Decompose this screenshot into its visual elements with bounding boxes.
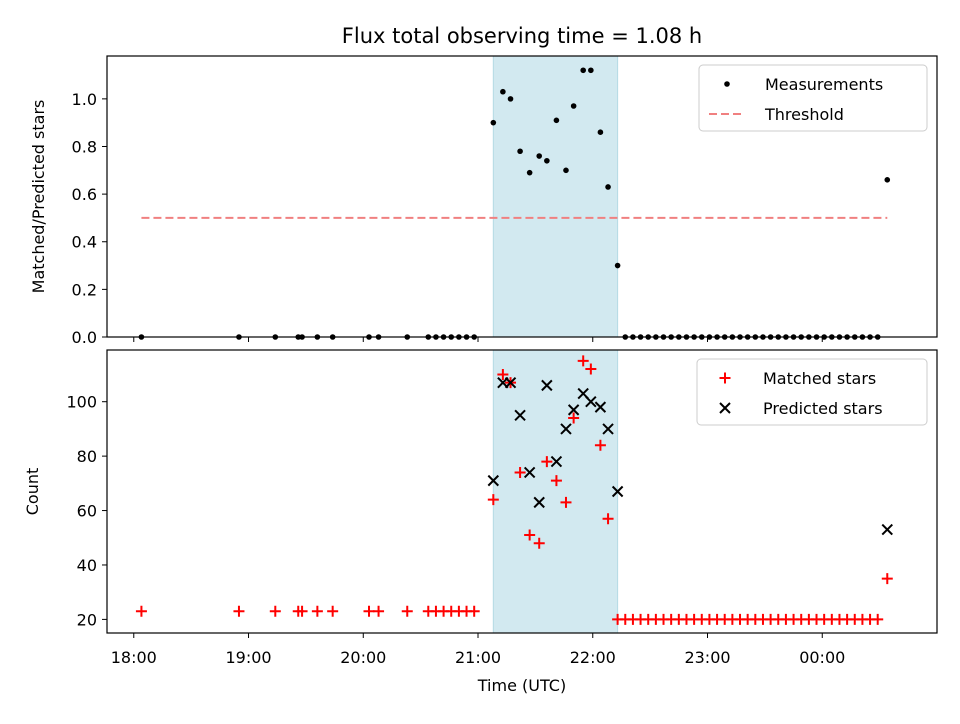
data-point	[514, 409, 526, 422]
data-point	[523, 466, 536, 479]
legend-frame	[696, 358, 928, 426]
data-point	[363, 605, 375, 617]
data-point	[605, 184, 611, 190]
legend: Measurements Threshold	[698, 64, 928, 132]
data-point	[550, 475, 562, 487]
data-point	[526, 169, 533, 176]
data-point	[524, 529, 536, 541]
observing-window-span	[492, 55, 619, 338]
data-point	[311, 605, 323, 617]
data-point	[881, 523, 893, 536]
legend-plus-swatch	[719, 372, 731, 384]
legend-entry-label: Measurements	[765, 75, 883, 94]
data-point	[500, 88, 506, 95]
data-point	[577, 355, 589, 367]
y-tick-label: 40	[77, 556, 97, 575]
data-point	[594, 401, 607, 413]
data-point	[533, 537, 545, 549]
data-point	[614, 262, 621, 269]
data-point	[536, 153, 543, 159]
series-matched-stars	[135, 355, 893, 625]
x-axis-label: Time (UTC)	[477, 676, 566, 695]
y-tick-label: 80	[77, 447, 97, 466]
y-tick-label: 0.2	[72, 280, 97, 299]
data-point	[567, 404, 580, 416]
data-point	[884, 177, 891, 183]
data-point	[580, 67, 586, 74]
data-point	[487, 494, 499, 506]
y-axis-label: Count	[23, 468, 42, 516]
legend-dot-swatch	[724, 81, 730, 87]
data-point	[514, 466, 526, 478]
data-point	[602, 423, 614, 435]
data-point	[881, 573, 893, 585]
legend-frame	[698, 64, 928, 132]
x-tick-label: 23:00	[684, 648, 730, 667]
data-point	[568, 412, 580, 424]
y-tick-label: 0.6	[72, 185, 97, 204]
axes-frame	[106, 55, 938, 338]
x-tick-label: 00:00	[799, 648, 845, 667]
y-tick-label: 1.0	[72, 90, 97, 109]
x-tick-label: 18:00	[111, 648, 157, 667]
x-tick-label: 22:00	[570, 648, 616, 667]
axes-frame	[106, 349, 938, 634]
data-point	[585, 363, 597, 375]
data-point	[507, 96, 514, 102]
data-point	[468, 605, 480, 617]
panel-top: 0.0 0.2 0.4 0.6 0.8 1.0 Matched/Predicted star…	[29, 55, 938, 347]
data-point	[611, 485, 624, 498]
series-predicted-stars	[487, 376, 893, 536]
data-point	[497, 368, 509, 380]
panel-bottom: 18:00 19:00 20:00 21:00 22:00 23:00 00:00 20 40 6…	[23, 349, 938, 695]
data-point	[269, 605, 281, 617]
y-tick-label: 100	[66, 393, 97, 412]
x-tick-label: 19:00	[225, 648, 271, 667]
x-tick-label: 20:00	[340, 648, 386, 667]
data-point	[504, 376, 517, 389]
legend-entry-label: Matched stars	[763, 369, 876, 388]
legend-entry-label: Predicted stars	[763, 399, 883, 418]
data-point	[233, 605, 245, 617]
data-point	[594, 439, 606, 451]
data-point	[544, 157, 550, 164]
data-point	[570, 103, 577, 109]
data-point	[373, 605, 385, 617]
x-tick-label: 21:00	[455, 648, 501, 667]
y-tick-label: 20	[77, 610, 97, 629]
y-axis-label: Matched/Predicted stars	[29, 100, 48, 294]
data-point	[560, 423, 572, 435]
y-tick-label: 60	[77, 502, 97, 521]
data-point	[490, 119, 497, 126]
data-point	[135, 605, 147, 617]
data-point	[872, 613, 884, 625]
y-tick-label: 0.4	[72, 233, 97, 252]
data-point	[541, 379, 553, 392]
data-point	[588, 67, 594, 74]
data-point	[550, 455, 563, 468]
legend: Matched stars Predicted stars	[696, 358, 928, 426]
figure-title: Flux total observing time = 1.08 h	[342, 24, 702, 48]
data-point	[296, 605, 308, 617]
observing-window-span	[492, 349, 619, 634]
data-point	[541, 456, 553, 468]
data-point	[563, 167, 569, 174]
legend-x-swatch	[719, 402, 731, 414]
legend-entry-label: Threshold	[764, 105, 844, 124]
data-point	[487, 474, 500, 487]
y-tick-label: 0.0	[72, 328, 97, 347]
data-point	[585, 395, 597, 408]
data-point	[401, 605, 413, 617]
data-point	[560, 496, 572, 508]
data-point	[597, 129, 604, 136]
data-point	[533, 496, 545, 509]
data-point	[602, 513, 614, 525]
data-point	[327, 605, 339, 617]
y-tick-label: 0.8	[72, 137, 97, 156]
data-point	[553, 117, 560, 124]
data-point	[517, 148, 523, 155]
